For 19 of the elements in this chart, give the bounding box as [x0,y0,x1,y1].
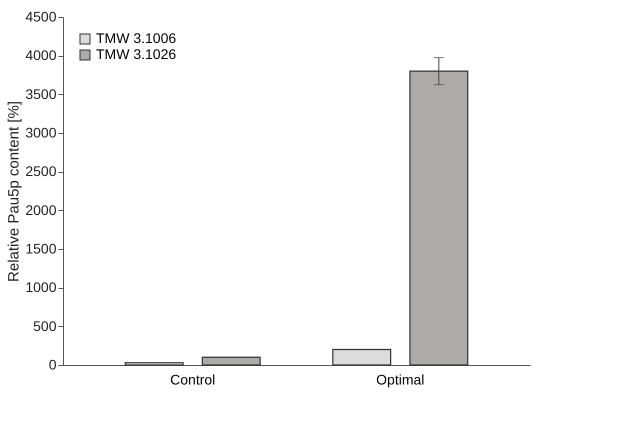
y-tick-label: 3500 [25,86,57,102]
y-tick-label: 1000 [25,279,57,296]
bar [409,70,468,366]
y-tick-label: 1500 [25,240,57,256]
y-tick-label: 2500 [25,163,57,180]
y-axis-title: Relative Pau5p content [%] [5,101,22,282]
legend-label: TMW 3.1006 [96,30,176,46]
legend-label: TMW 3.1026 [96,46,176,62]
bar [124,362,184,366]
y-tick-label: 500 [33,318,57,334]
bar [202,356,261,366]
y-tick-label: 2000 [25,202,57,218]
y-tick-label: 4500 [25,8,57,24]
y-tick-label: 0 [48,356,57,372]
x-tick-label: Control [170,372,216,388]
x-tick-label: Optimal [376,372,424,388]
y-tick-label: 4000 [25,47,57,64]
bar [332,348,392,366]
y-tick-label: 3000 [25,124,57,140]
